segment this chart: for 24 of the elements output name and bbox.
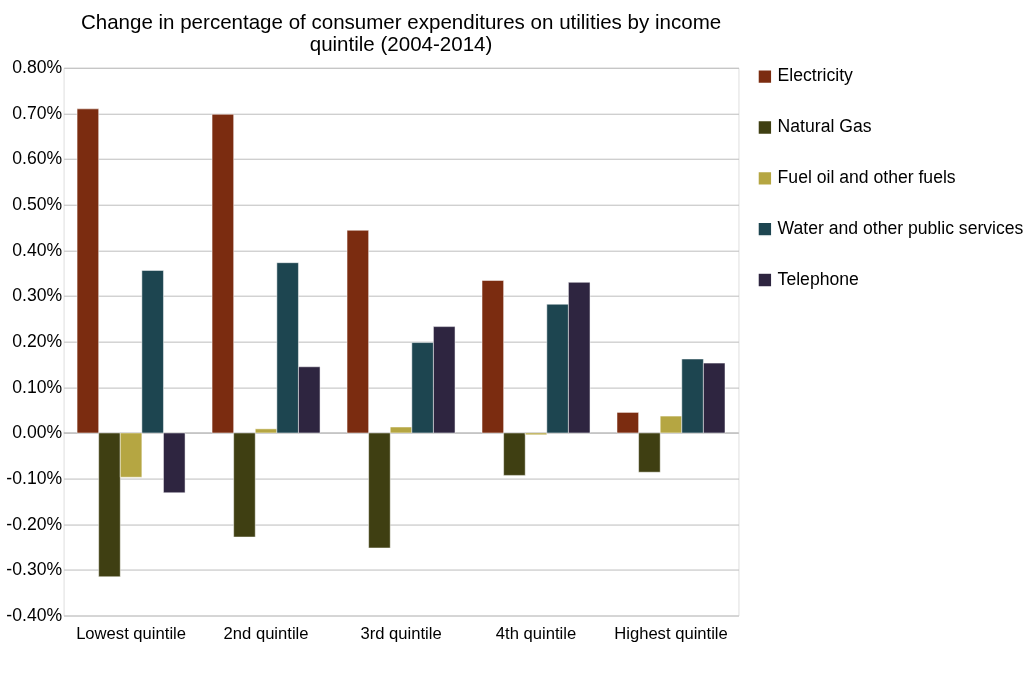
- y-tick-label: -0.40%: [6, 604, 63, 625]
- y-tick-label: 0.40%: [12, 239, 63, 260]
- legend-label: Natural Gas: [777, 116, 872, 137]
- y-tick-label: 0.30%: [12, 285, 63, 306]
- legend-label: Fuel oil and other fuels: [777, 167, 956, 188]
- y-tick-label: -0.10%: [6, 467, 63, 488]
- y-tick-label: -0.20%: [6, 513, 63, 534]
- y-tick-label: 0.20%: [12, 331, 63, 352]
- x-tick-label: 4th quintile: [495, 623, 577, 643]
- y-tick-label: -0.30%: [6, 559, 63, 580]
- y-tick-label: 0.70%: [12, 102, 63, 123]
- y-tick-label: 0.60%: [12, 148, 63, 169]
- legend-label: Telephone: [777, 268, 859, 289]
- x-tick-label: 2nd quintile: [223, 623, 309, 643]
- y-tick-label: 0.80%: [12, 57, 63, 78]
- x-tick-label: 3rd quintile: [360, 623, 442, 643]
- x-tick-label: Lowest quintile: [76, 623, 187, 643]
- y-tick-label: 0.10%: [12, 376, 63, 397]
- y-tick-label: 0.00%: [12, 422, 63, 443]
- x-tick-label: Highest quintile: [614, 623, 728, 643]
- legend-label: Electricity: [777, 65, 854, 86]
- legend-label: Water and other public services: [777, 218, 1024, 239]
- chart-title: Change in percentage of consumer expenditures on utilities by income quintile (2004-2014): [80, 9, 722, 56]
- y-tick-label: 0.50%: [12, 194, 63, 215]
